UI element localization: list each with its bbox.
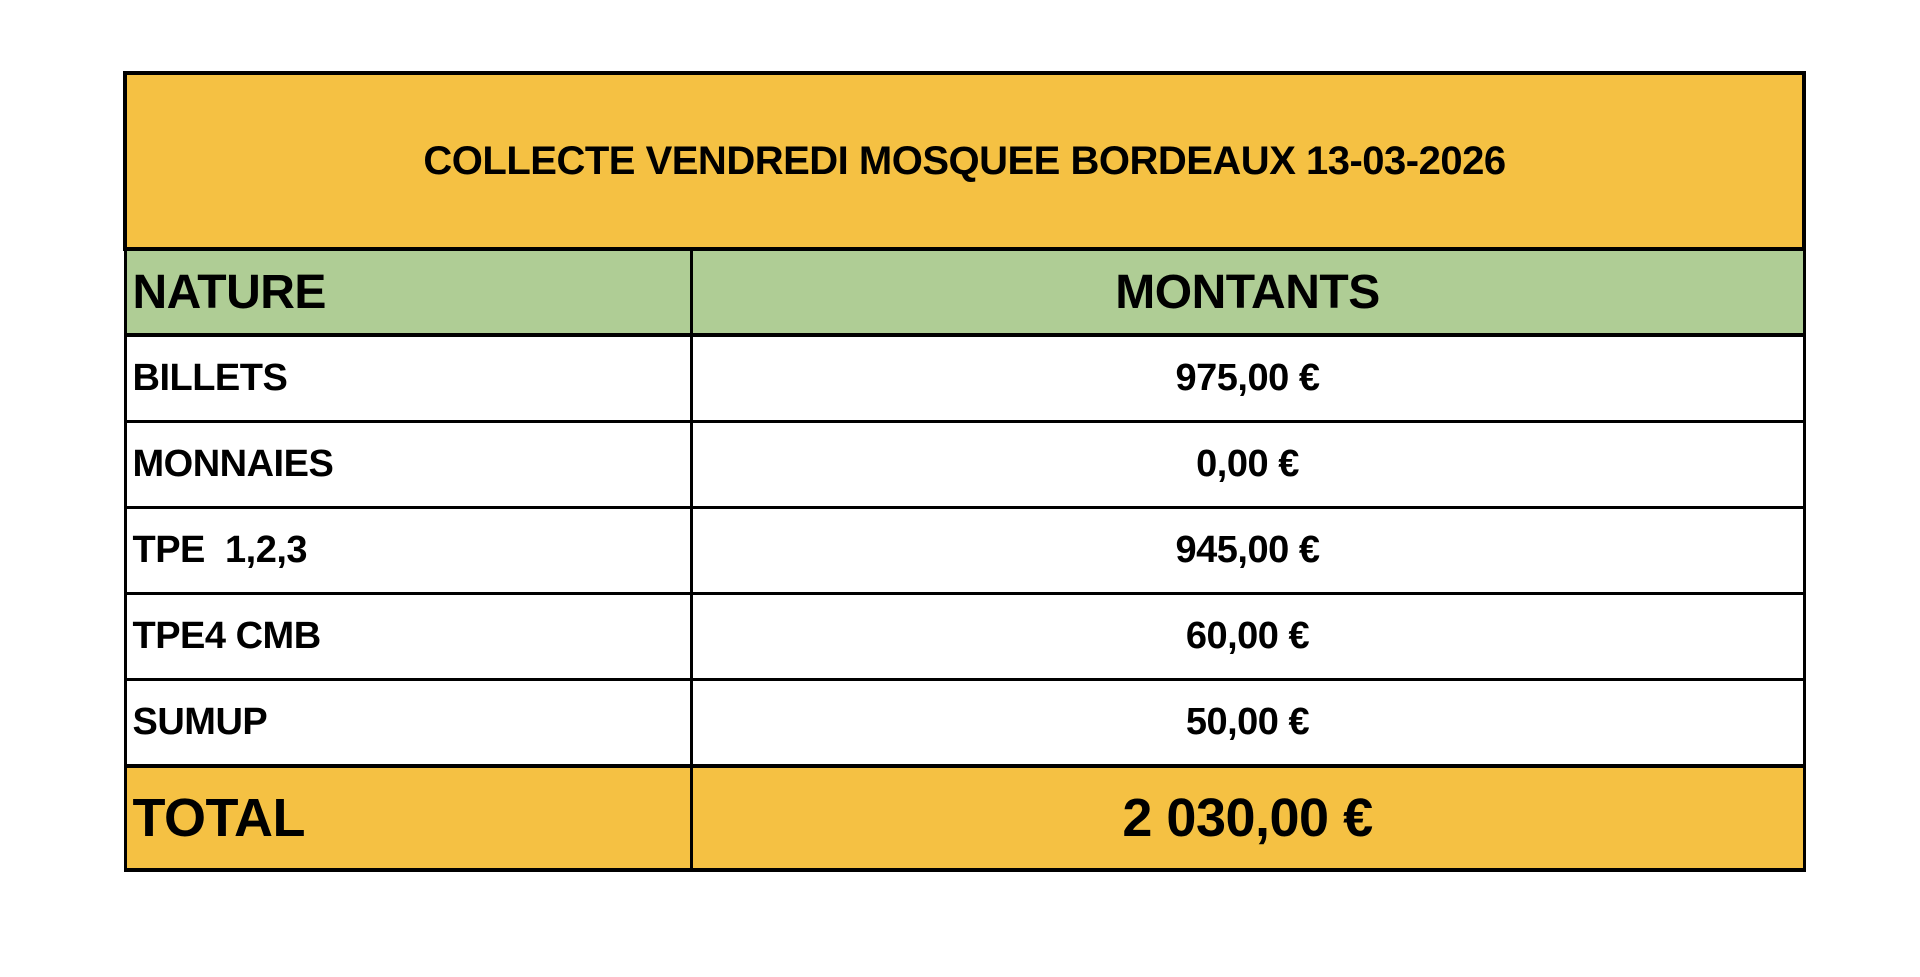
total-label: TOTAL: [123, 764, 693, 872]
row-montant: 0,00 €: [689, 420, 1806, 509]
table-row: TPE 1,2,3 945,00 €: [123, 506, 1806, 595]
header-row: NATURE MONTANTS: [123, 247, 1806, 337]
header-nature: NATURE: [123, 247, 693, 337]
table-title: COLLECTE VENDREDI MOSQUEE BORDEAUX 13-03…: [123, 71, 1806, 251]
header-montants: MONTANTS: [689, 247, 1806, 337]
row-montant: 50,00 €: [689, 678, 1806, 768]
collection-table: COLLECTE VENDREDI MOSQUEE BORDEAUX 13-03…: [123, 71, 1806, 872]
row-montant: 60,00 €: [689, 592, 1806, 681]
table-row: TPE4 CMB 60,00 €: [123, 592, 1806, 681]
row-nature: TPE 1,2,3: [123, 506, 693, 595]
total-row: TOTAL 2 030,00 €: [123, 764, 1806, 872]
row-nature: MONNAIES: [123, 420, 693, 509]
row-nature: TPE4 CMB: [123, 592, 693, 681]
table-row: MONNAIES 0,00 €: [123, 420, 1806, 509]
row-montant: 975,00 €: [689, 333, 1806, 423]
table-row: SUMUP 50,00 €: [123, 678, 1806, 768]
row-montant: 945,00 €: [689, 506, 1806, 595]
row-nature: SUMUP: [123, 678, 693, 768]
total-montant: 2 030,00 €: [689, 764, 1806, 872]
title-row: COLLECTE VENDREDI MOSQUEE BORDEAUX 13-03…: [123, 71, 1806, 251]
row-nature: BILLETS: [123, 333, 693, 423]
table-row: BILLETS 975,00 €: [123, 333, 1806, 423]
